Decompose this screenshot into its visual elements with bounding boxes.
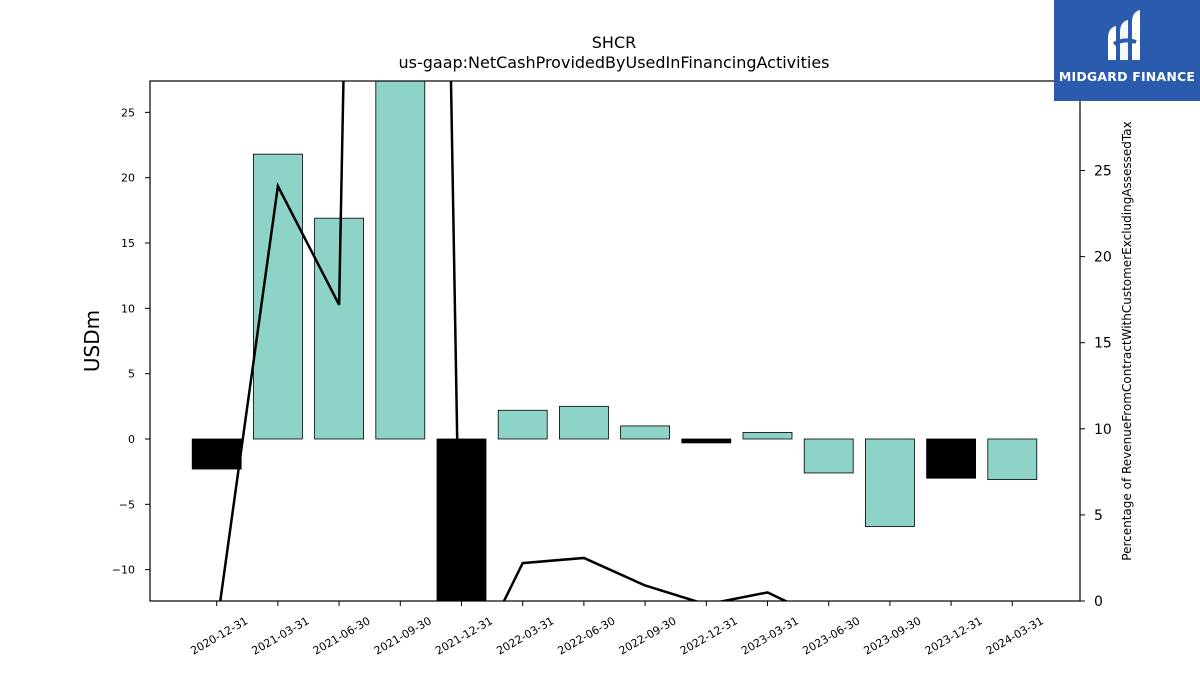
bar-2022-09-30 — [620, 425, 670, 440]
x-tick-label: 2022-12-31 — [678, 614, 740, 657]
chart-subtitle: us-gaap:NetCashProvidedByUsedInFinancing… — [398, 53, 829, 72]
bar-2022-12-31 — [681, 438, 732, 444]
y2-tick-label: 10 — [1094, 422, 1112, 438]
x-tick-label: 2022-03-31 — [494, 614, 556, 657]
bar-2023-12-31 — [926, 438, 976, 479]
y-tick-label: 25 — [121, 106, 135, 119]
brand-logo: MIDGARD FINANCE — [1054, 0, 1200, 101]
x-tick-label: 2023-09-30 — [862, 614, 924, 657]
y-tick-label: −5 — [119, 498, 135, 511]
x-tick-label: 2020-12-31 — [188, 614, 250, 657]
x-tick-label: 2021-09-30 — [372, 614, 434, 657]
y2-tick-label: 25 — [1094, 164, 1112, 180]
y2-axis-label: Percentage of RevenueFromContractWithCus… — [1120, 121, 1134, 560]
bar-2020-12-31 — [191, 438, 242, 470]
bar-2022-06-30 — [559, 405, 609, 440]
x-tick-label: 2022-09-30 — [617, 614, 679, 657]
x-tick-label: 2023-06-30 — [800, 614, 862, 657]
bar-2021-03-31 — [252, 153, 303, 440]
y2-axis-ticks: 0 5 10 15 20 25 — [1080, 164, 1112, 610]
x-tick-label: 2023-03-31 — [739, 614, 801, 657]
plot-frame — [149, 80, 1081, 602]
x-axis-ticks: 2020-12-31 2021-03-31 2021-06-30 2021-09-30… — [188, 601, 1046, 658]
y2-tick-label: 15 — [1094, 336, 1112, 352]
x-tick-label: 2021-06-30 — [311, 614, 373, 657]
axes — [149, 80, 1081, 602]
bar-2023-09-30 — [865, 438, 915, 527]
x-tick-label: 2023-12-31 — [923, 614, 985, 657]
midgard-logo-icon — [1108, 10, 1140, 60]
ratio-line — [219, 81, 789, 601]
x-tick-label: 2024-03-31 — [984, 614, 1046, 657]
y2-tick-label: 20 — [1094, 250, 1112, 266]
bar-series — [191, 81, 1038, 601]
bar-2021-12-31 — [436, 438, 487, 601]
x-tick-label: 2022-06-30 — [556, 614, 618, 657]
bar-2021-09-30 — [375, 81, 426, 440]
y2-tick-label: 0 — [1094, 594, 1103, 610]
y-tick-label: 5 — [128, 368, 135, 381]
y-tick-label: 0 — [128, 433, 135, 446]
bar-2024-03-31 — [987, 438, 1038, 480]
y-axis-label: USDm — [80, 310, 104, 372]
y-tick-label: 15 — [121, 237, 135, 250]
x-tick-label: 2021-03-31 — [250, 614, 312, 657]
y-tick-label: 10 — [121, 302, 135, 315]
y-tick-label: 20 — [121, 172, 135, 185]
chart-title: SHCR — [592, 33, 636, 52]
y2-tick-label: 5 — [1094, 508, 1103, 524]
logo-text: MIDGARD FINANCE — [1058, 69, 1196, 84]
y-axis-ticks: −10 −5 0 5 10 15 20 25 — [112, 106, 150, 577]
x-tick-label: 2021-12-31 — [433, 614, 495, 657]
y-tick-label: −10 — [112, 564, 135, 577]
bar-2023-03-31 — [742, 432, 793, 440]
bar-2023-06-30 — [803, 438, 854, 474]
bar-2022-03-31 — [497, 409, 548, 440]
